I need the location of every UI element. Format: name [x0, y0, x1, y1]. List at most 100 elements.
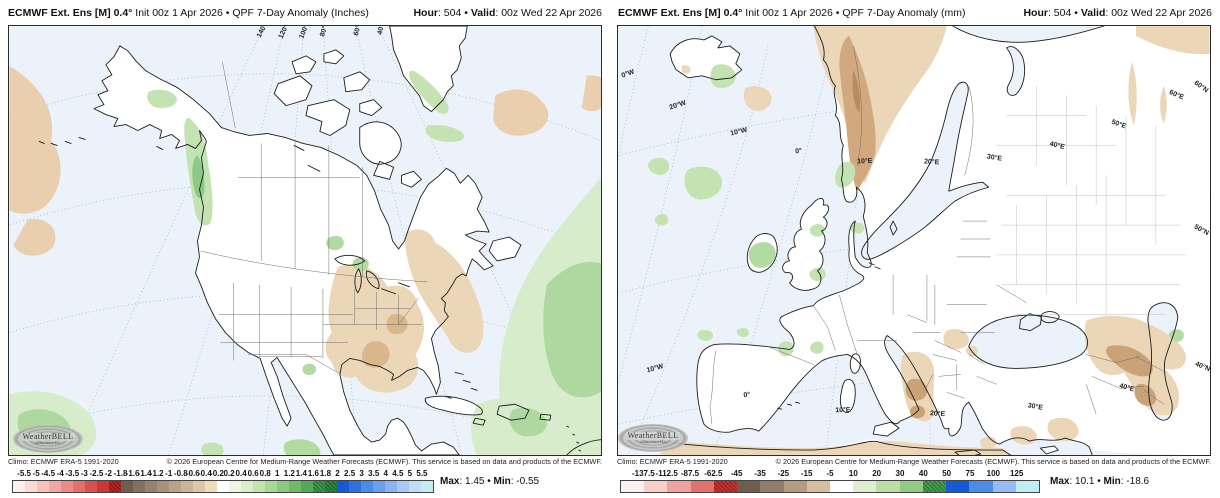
colorbar-scale — [12, 480, 434, 493]
colorbar-tick-label: -25 — [777, 469, 790, 478]
climo-note: Climo: ECMWF ERA-5 1991-2020 — [8, 457, 119, 466]
europe-map-frame: 0°W 20°W 10°W 0° 10°E 20°E 30°E 40°E 50°E 60°E 60°… — [617, 25, 1211, 456]
colorbar-segment — [253, 481, 265, 492]
weatherbell-logo-subtext: ANALYTICS LLC — [34, 441, 62, 445]
colorbar-tick-label: 4 — [383, 469, 388, 478]
colorbar-segment — [49, 481, 61, 492]
colorbar-tick-label: 2.5 — [344, 469, 356, 478]
hour-label: Hour — [1023, 7, 1048, 19]
colorbar-segment — [337, 481, 349, 492]
europe-map-canvas: 0°W20°W10°W0°10°E 20°E 30°E40°E50°E60°E60°… — [618, 26, 1210, 455]
colorbar-tick-label: 0.8 — [259, 469, 271, 478]
panel-footer: Climo: ECMWF ERA-5 1991-2020 © 2026 Euro… — [8, 457, 602, 466]
colorbar-segment — [181, 481, 193, 492]
na-map-frame: 140°W 120°W 100°W 80°W 60°W 40°W WeatherBELL … — [8, 25, 602, 456]
graticule-label: 10°E — [835, 406, 851, 415]
colorbar-tick-label: -0.6 — [185, 469, 200, 478]
colorbar-segment — [946, 481, 970, 492]
colorbar: -137.5 -112.5 -87.5 -62.5 -45 -35 -25 -15 -5 10 20… — [620, 469, 1040, 493]
colorbar-tick-label: -1.2 — [149, 469, 164, 478]
colorbar-segment — [922, 481, 947, 492]
colorbar-segment — [73, 481, 85, 492]
colorbar-segment — [37, 481, 49, 492]
anomaly-shading — [9, 65, 601, 455]
colorbar-tick-label: 0.6 — [247, 469, 259, 478]
colorbar-segment — [97, 481, 109, 492]
weatherbell-logo-subtext: ANALYTICS LLC — [639, 440, 667, 444]
colorbar-tick-label: 1.4 — [295, 469, 307, 478]
colorbar-tick-label: -2 — [104, 469, 113, 478]
colorbar-tick-label: -15 — [800, 469, 813, 478]
weatherbell-logo: WeatherBELL ANALYTICS LLC — [618, 424, 688, 452]
colorbar-tick-label: -4 — [56, 469, 64, 478]
colorbar-segment — [277, 481, 289, 492]
panel-header: ECMWF Ext. Ens [M] 0.4° Init 00z 1 Apr 2… — [8, 4, 602, 22]
colorbar-tick-label: 3.5 — [368, 469, 380, 478]
colorbar-tick-label: 100 — [986, 469, 1001, 478]
graticule-labels: 140°W 120°W 100°W 80°W 60°W 40°W — [255, 26, 387, 40]
init-info: Init 00z 1 Apr 2026 • QPF 7-Day Anomaly … — [132, 7, 369, 19]
colorbar-tick-label: 10 — [848, 469, 858, 478]
valid-info: Hour: 504 • Valid: 00z Wed 22 Apr 2026 — [1023, 7, 1212, 19]
colorbar-segment — [145, 481, 157, 492]
colorbar-segment — [421, 481, 433, 492]
colorbar-segment — [713, 481, 738, 492]
colorbar-tick-label: 5 — [407, 469, 413, 478]
colorbar-segment — [760, 481, 784, 492]
colorbar-tick-label: 30 — [895, 469, 905, 478]
colorbar: -5.5 -5 -4.5 -4 -3.5 -3 -2.5 -2 -1.8 -1.6 -1.4 -1.2… — [12, 469, 434, 493]
graticule-label: 10°E — [857, 157, 873, 166]
colorbar-tick-label: -1.6 — [125, 469, 140, 478]
colorbar-tick-label: 3 — [359, 469, 364, 478]
valid-info: Hour: 504 • Valid: 00z Wed 22 Apr 2026 — [413, 7, 602, 19]
colorbar-segment — [133, 481, 145, 492]
colorbar-segment — [899, 481, 923, 492]
colorbar-tick-label: -1 — [165, 469, 173, 478]
colorbar-tick-label: -5 — [32, 469, 40, 478]
colorbar-segment — [205, 481, 217, 492]
model-name: ECMWF Ext. Ens [M] 0.4° — [8, 7, 133, 19]
colorbar-tick-label: -1.4 — [137, 469, 152, 478]
copyright-note: © 2026 European Centre for Medium-Range … — [166, 457, 602, 466]
colorbar-tick-label: -3 — [80, 469, 88, 478]
graticule-label: 120°W — [277, 26, 294, 40]
colorbar-tick-label: 40 — [918, 469, 928, 478]
colorbar-segment — [385, 481, 397, 492]
colorbar-tick-row: -137.5 -112.5 -87.5 -62.5 -45 -35 -25 -15 -5 10 20… — [620, 469, 1040, 479]
colorbar-segment — [61, 481, 73, 492]
colorbar-tick-label: -3.5 — [65, 469, 80, 478]
country-borders — [709, 45, 1166, 425]
valid-label: Valid — [470, 7, 496, 19]
na-map-canvas: 140°W 120°W 100°W 80°W 60°W 40°W — [9, 26, 601, 455]
colorbar-segment — [313, 481, 325, 492]
colorbar-tick-label: 20 — [872, 469, 882, 478]
max-label: Max — [1050, 476, 1070, 487]
admin-borders — [996, 85, 1186, 315]
valid-label: Valid — [1080, 7, 1106, 19]
colorbar-segment — [829, 481, 854, 492]
anomaly-shading — [647, 26, 1210, 455]
colorbar-tick-label: -87.5 — [680, 469, 700, 478]
graticule-label: 0°W — [620, 67, 636, 79]
graticule-label: 10°W — [730, 126, 749, 138]
colorbar-segment — [409, 481, 421, 492]
colorbar-segment — [667, 481, 691, 492]
colorbar-tick-label: -137.5 — [631, 469, 655, 478]
colorbar-segment — [1015, 481, 1039, 492]
panel-europe: ECMWF Ext. Ens [M] 0.4° Init 00z 1 Apr 2… — [610, 0, 1220, 498]
colorbar-tick-label: 4.5 — [392, 469, 404, 478]
graticule-label: 10°W — [646, 362, 665, 374]
colorbar-tick-label: 1.2 — [283, 469, 295, 478]
weatherbell-logo: WeatherBELL ANALYTICS LLC — [13, 425, 83, 453]
colorbar-segment — [13, 481, 25, 492]
colorbar-tick-label: 75 — [965, 469, 975, 478]
colorbar-segment — [969, 481, 993, 492]
colorbar-scale — [620, 480, 1040, 493]
colorbar-tick-label: -0.8 — [173, 469, 188, 478]
colorbar-tick-label: -0.2 — [210, 469, 224, 478]
colorbar-segment — [349, 481, 361, 492]
colorbar-tick-label: -4.5 — [41, 469, 56, 478]
colorbar-segment — [109, 481, 121, 492]
colorbar-segment — [289, 481, 301, 492]
colorbar-tick-row: -5.5 -5 -4.5 -4 -3.5 -3 -2.5 -2 -1.8 -1.6 -1.4 -1.2… — [12, 469, 434, 479]
